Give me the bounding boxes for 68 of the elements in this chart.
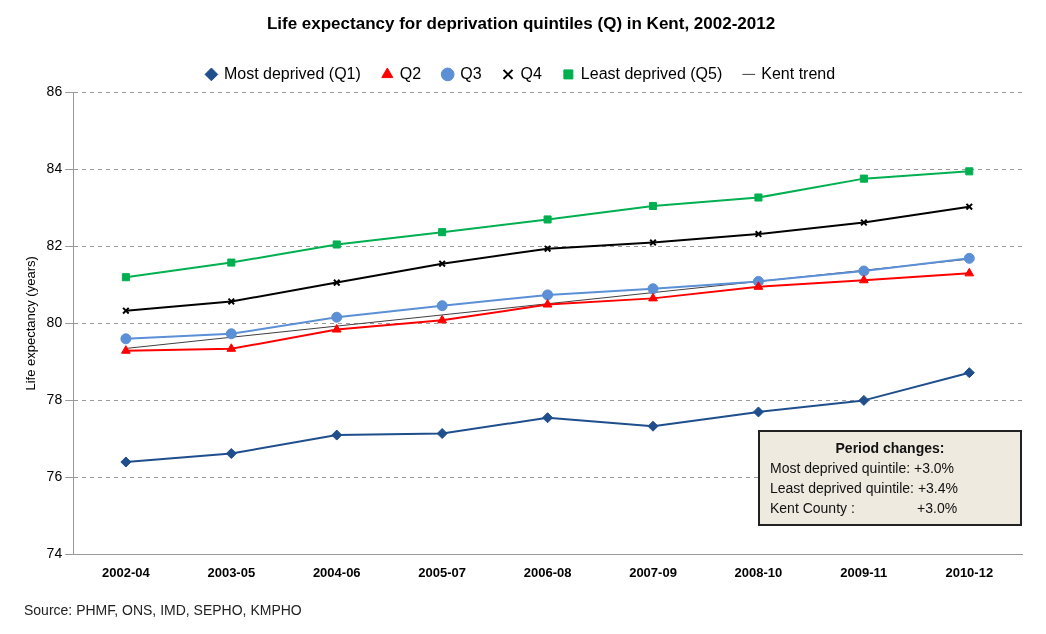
point (859, 174, 868, 183)
point (227, 258, 236, 267)
point (754, 193, 763, 202)
y-axis-title: Life expectancy (years) (23, 256, 39, 391)
point (542, 289, 554, 301)
source-note: Source: PHMF, ONS, IMD, SEPHO, KMPHO (24, 602, 302, 618)
x-tick-label: 2010-12 (945, 564, 994, 580)
point (858, 394, 870, 406)
point (331, 429, 343, 441)
x-tick-label: 2007-09 (629, 564, 677, 580)
y-tick-label: 80 (46, 314, 63, 331)
point (647, 420, 659, 432)
y-tick-label: 82 (46, 237, 63, 254)
point (647, 283, 659, 295)
y-tick-label: 84 (46, 160, 63, 177)
point (121, 345, 131, 354)
point (436, 428, 448, 440)
y-tick-label: 86 (46, 83, 63, 100)
x-tick-label: 2006-08 (523, 564, 572, 580)
legend-label: Q4 (520, 64, 542, 82)
x-tick-label: 2008-10 (734, 564, 783, 580)
point (331, 311, 343, 323)
x-tick-label: 2009-11 (840, 564, 888, 580)
point (436, 300, 448, 312)
x-tick-label: 2002-04 (102, 564, 151, 580)
point (226, 343, 237, 352)
legend-label: Q3 (460, 64, 482, 82)
point (858, 265, 870, 277)
point (648, 201, 658, 211)
point (225, 328, 237, 340)
point (225, 448, 237, 460)
point (543, 215, 552, 224)
x-tick-label: 2005-07 (418, 564, 467, 580)
point (227, 297, 236, 306)
y-tick-label: 76 (46, 468, 63, 485)
point (963, 367, 975, 379)
chart-title: Life expectancy for deprivation quintiles (Q) in Kent, 2002-2012 (266, 13, 776, 33)
point (331, 324, 342, 333)
point (965, 167, 974, 176)
point (964, 267, 975, 277)
point (752, 406, 764, 418)
point (542, 299, 553, 308)
point (121, 273, 130, 282)
legend-label: Most deprived (Q1) (223, 64, 361, 82)
point (753, 281, 764, 290)
point (543, 244, 552, 253)
annotation: Most deprived quintile: +3.0% (770, 459, 956, 478)
point (860, 218, 868, 227)
legend-label: Q2 (399, 64, 422, 82)
legend-label: Kent trend (761, 64, 836, 82)
legend-label: Least deprived (Q5) (580, 64, 723, 82)
y-tick-label: 74 (46, 545, 63, 562)
point (438, 228, 447, 237)
point (437, 314, 447, 324)
annotation: Kent County : +3.0% (770, 499, 959, 518)
point (332, 240, 341, 249)
point (542, 412, 554, 424)
point (963, 252, 975, 264)
annotation: Period changes: (834, 439, 946, 458)
x-tick-label: 2003-05 (207, 564, 256, 580)
point (120, 333, 132, 345)
x-tick-label: 2004-06 (312, 564, 361, 580)
point (859, 274, 869, 284)
point (648, 292, 658, 302)
point (332, 278, 341, 287)
annotation: Least deprived quintile: +3.4% (770, 479, 959, 498)
point (120, 456, 132, 468)
y-tick-label: 78 (46, 391, 63, 408)
